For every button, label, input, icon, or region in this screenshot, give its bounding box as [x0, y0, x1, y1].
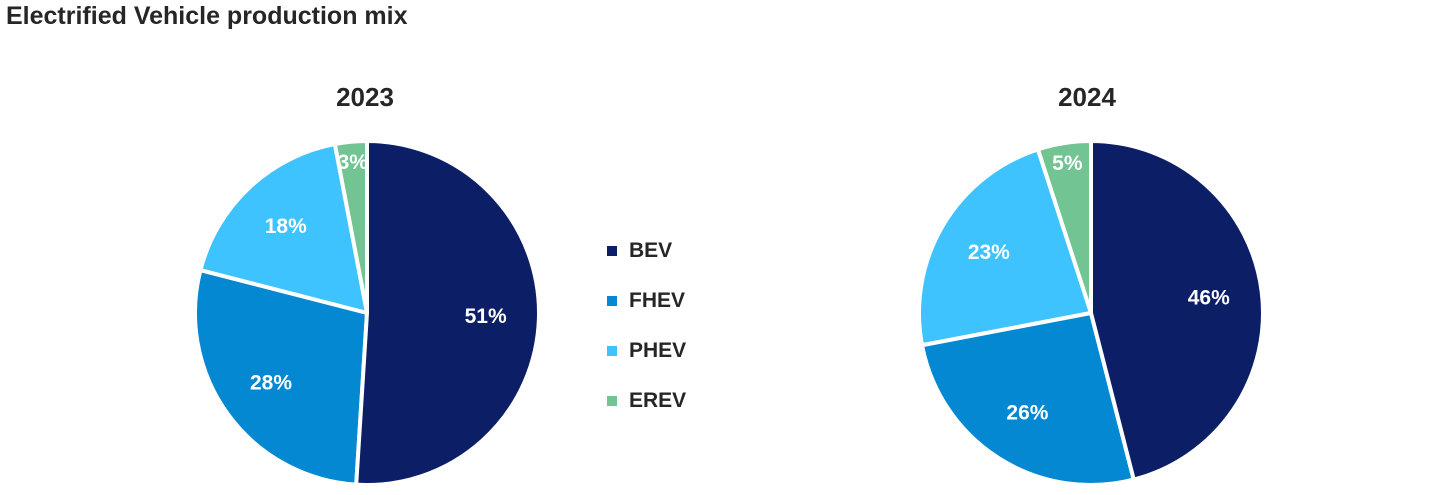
legend-label-phev: PHEV — [629, 339, 687, 362]
legend-item-fhev: FHEV — [607, 276, 686, 326]
legend-label-bev: BEV — [629, 239, 673, 262]
legend-label-fhev: FHEV — [629, 289, 686, 312]
pie-slice-2024-bev — [1089, 139, 1265, 482]
legend-swatch-phev — [607, 346, 617, 356]
pie-slice-2023-fhev — [193, 268, 369, 487]
pie-title-2023: 2023 — [336, 82, 394, 112]
pie-slice-2023-phev — [198, 142, 369, 315]
pie-title-2024: 2024 — [1058, 82, 1116, 112]
pie-label-2023-fhev: 28% — [250, 371, 292, 394]
legend-item-phev: PHEV — [607, 326, 686, 376]
page-title: Electrified Vehicle production mix — [6, 2, 408, 30]
pie-label-2024-erev: 5% — [1052, 152, 1083, 175]
pie-chart-2024: 2024 46% 26% 23% 5% — [917, 82, 1265, 487]
pie-slice-2024-fhev — [920, 311, 1136, 487]
pie-label-2023-erev: 3% — [338, 151, 369, 174]
legend-label-erev: EREV — [629, 389, 687, 412]
pie-label-2024-fhev: 26% — [1006, 402, 1048, 425]
pie-slice-2024-phev — [917, 147, 1093, 348]
legend-swatch-fhev — [607, 296, 617, 306]
legend-swatch-bev — [607, 246, 617, 256]
legend: BEV FHEV PHEV EREV — [607, 226, 686, 426]
pie-label-2023-phev: 18% — [265, 215, 307, 238]
pie-slice-2023-bev — [354, 139, 541, 487]
pie-label-2024-phev: 23% — [968, 241, 1010, 264]
legend-item-erev: EREV — [607, 376, 686, 426]
legend-item-bev: BEV — [607, 226, 686, 276]
legend-swatch-erev — [607, 396, 617, 406]
pie-chart-2023: 2023 51% 28% 18% 3% — [193, 82, 541, 487]
pie-label-2024-bev: 46% — [1188, 287, 1230, 310]
pie-label-2023-bev: 51% — [465, 305, 507, 328]
